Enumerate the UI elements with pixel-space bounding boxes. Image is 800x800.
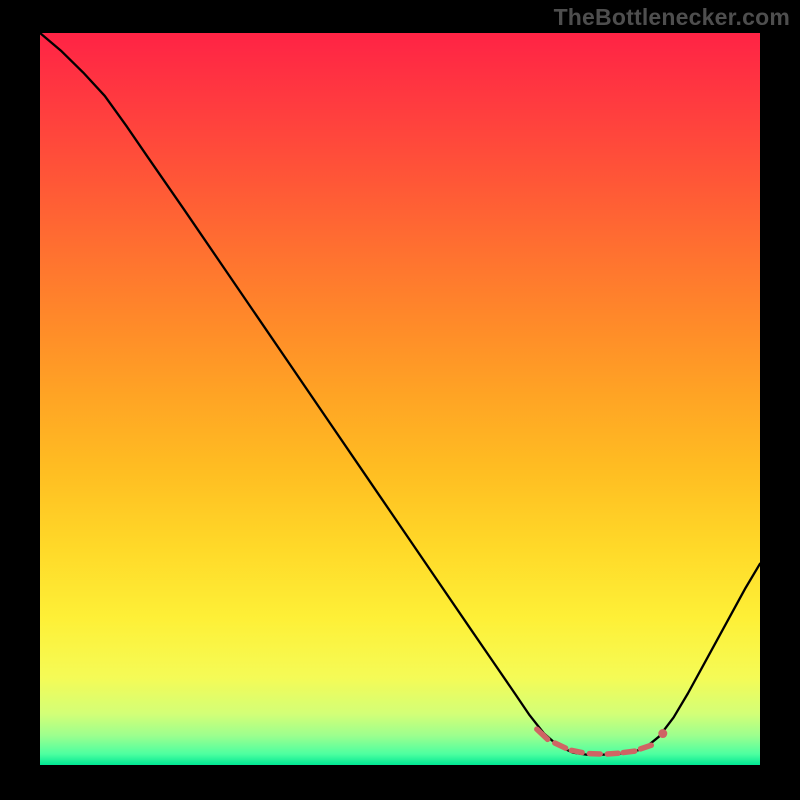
plot-area-background — [40, 33, 760, 765]
watermark-text: TheBottlenecker.com — [554, 4, 790, 31]
marker-dash — [623, 751, 635, 752]
marker-dash — [640, 745, 651, 749]
marker-end-dot — [658, 729, 667, 738]
bottleneck-chart — [0, 0, 800, 800]
marker-dash — [607, 753, 618, 754]
marker-dash — [571, 750, 582, 752]
